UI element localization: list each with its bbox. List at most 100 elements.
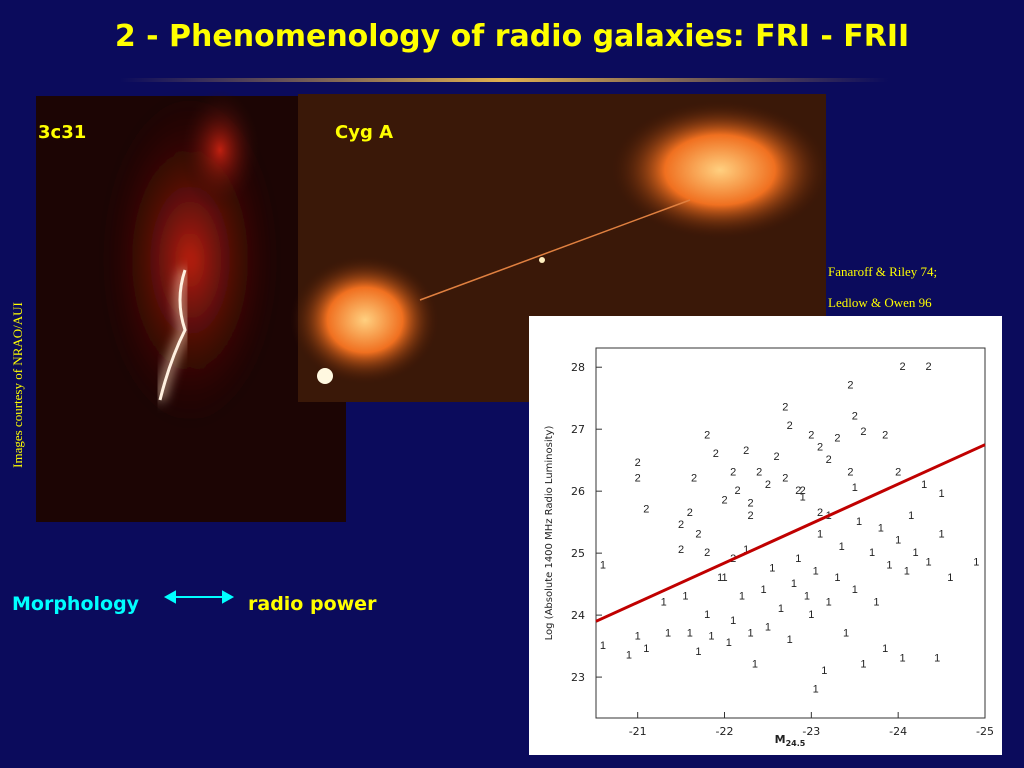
data-point: 1	[635, 631, 641, 643]
data-point: 1	[643, 643, 649, 655]
data-point: 2	[895, 466, 901, 478]
data-point: 2	[826, 454, 832, 466]
data-point: 2	[808, 429, 814, 441]
y-axis-label: Log (Absolute 1400 MHz Radio Luminosity)	[544, 426, 555, 641]
data-point: 1	[852, 482, 858, 494]
data-point: 1	[904, 566, 910, 578]
data-point: 2	[734, 485, 740, 497]
data-point: 2	[730, 466, 736, 478]
data-point: 1	[899, 652, 905, 664]
data-point: 1	[778, 603, 784, 615]
data-point: 1	[834, 572, 840, 584]
data-point: 2	[782, 401, 788, 413]
reference: Ledlow & Owen 96	[828, 295, 932, 310]
data-point: 2	[721, 494, 727, 506]
data-point: 1	[882, 643, 888, 655]
data-point: 1	[808, 609, 814, 621]
x-tick-label: -24	[889, 725, 907, 738]
data-point: 2	[800, 485, 806, 497]
data-point: 1	[869, 547, 875, 559]
data-point: 1	[839, 541, 845, 553]
data-point: 1	[765, 621, 771, 633]
data-point: 1	[761, 584, 767, 596]
radio-power-label: radio power	[248, 593, 377, 615]
data-point: 2	[678, 544, 684, 556]
data-point: 2	[756, 466, 762, 478]
x-axis-label: M24.5	[775, 733, 806, 748]
data-point: 1	[661, 597, 667, 609]
data-point: 2	[852, 411, 858, 423]
data-point: 2	[817, 507, 823, 519]
slide-title: 2 - Phenomenology of radio galaxies: FRI…	[115, 19, 909, 54]
data-point: 2	[743, 445, 749, 457]
y-tick-label: 23	[571, 671, 585, 684]
data-point: 2	[643, 504, 649, 516]
data-point: 1	[752, 659, 758, 671]
data-point: 1	[939, 488, 945, 500]
data-point: 2	[704, 547, 710, 559]
data-point: 1	[743, 544, 749, 556]
data-point: 1	[739, 590, 745, 602]
y-tick-label: 24	[571, 609, 585, 622]
image-credit: Images courtesy of NRAO/AUI	[10, 302, 25, 468]
data-point: 2	[635, 473, 641, 485]
data-point: 1	[800, 491, 806, 503]
data-point: 2	[925, 361, 931, 373]
x-axis-label-sub: 24.5	[786, 739, 806, 748]
data-point: 2	[899, 361, 905, 373]
data-point: 1	[804, 590, 810, 602]
data-point: 2	[860, 426, 866, 438]
plot-frame	[595, 347, 986, 719]
data-point: 2	[774, 451, 780, 463]
x-tick-label: -22	[716, 725, 734, 738]
data-point: 1	[695, 646, 701, 658]
data-point: 1	[600, 559, 606, 571]
x-tick-label: -23	[802, 725, 820, 738]
data-point: 1	[721, 572, 727, 584]
data-point: 2	[782, 473, 788, 485]
data-point: 1	[600, 640, 606, 652]
data-point: 2	[704, 429, 710, 441]
data-point: 1	[939, 528, 945, 540]
y-tick-label: 25	[571, 547, 585, 560]
data-point: 2	[747, 497, 753, 509]
data-point: 1	[813, 566, 819, 578]
data-point: 1	[860, 659, 866, 671]
data-point: 1	[886, 559, 892, 571]
data-point: 1	[878, 522, 884, 534]
y-tick-label: 27	[571, 423, 585, 436]
x-axis-label-main: M	[775, 733, 786, 746]
data-point: 1	[726, 637, 732, 649]
data-point: 2	[695, 528, 701, 540]
data-point: 2	[787, 420, 793, 432]
data-point: 1	[717, 572, 723, 584]
fit-line	[595, 443, 986, 623]
data-point: 2	[691, 473, 697, 485]
data-point: 1	[769, 563, 775, 575]
title-underline	[120, 78, 888, 82]
data-point: 1	[908, 510, 914, 522]
data-point: 2	[817, 442, 823, 454]
double-arrow	[163, 590, 235, 604]
data-point: 2	[847, 380, 853, 392]
data-point: 2	[747, 510, 753, 522]
data-point: 1	[817, 528, 823, 540]
y-tick-label: 28	[571, 361, 585, 374]
data-point: 1	[947, 572, 953, 584]
data-point: 2	[795, 485, 801, 497]
data-point: 2	[847, 466, 853, 478]
data-point: 1	[925, 556, 931, 568]
y-tick-label: 26	[571, 485, 585, 498]
x-tick-label: -21	[629, 725, 647, 738]
data-point: 1	[873, 597, 879, 609]
data-point: 1	[730, 615, 736, 627]
data-point: 2	[713, 448, 719, 460]
data-point: 2	[834, 432, 840, 444]
data-point: 1	[626, 649, 632, 661]
data-point: 2	[882, 429, 888, 441]
data-point: 1	[921, 479, 927, 491]
image-label: Cyg A	[335, 122, 393, 143]
data-point: 1	[682, 590, 688, 602]
data-point: 1	[895, 535, 901, 547]
